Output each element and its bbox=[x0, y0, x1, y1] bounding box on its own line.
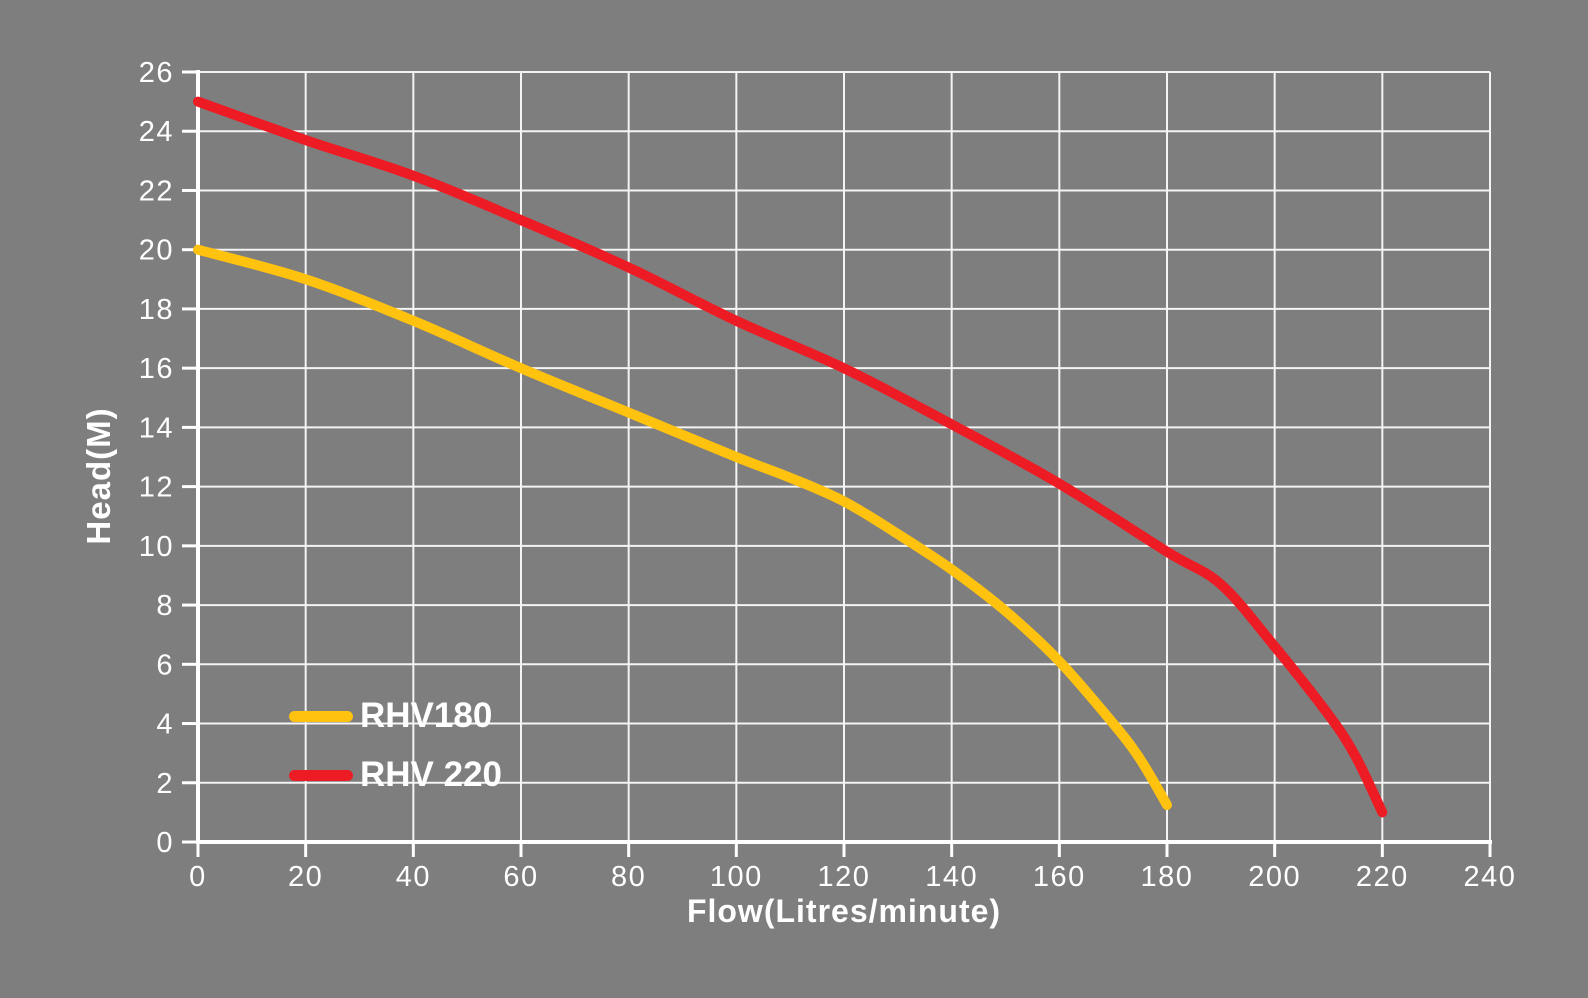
x-tick-label: 40 bbox=[396, 861, 431, 893]
y-tick-label: 22 bbox=[139, 175, 174, 207]
curve-rhv180 bbox=[193, 244, 1172, 810]
x-tick-label: 240 bbox=[1464, 861, 1517, 893]
legend-swatch-rhv180 bbox=[289, 710, 353, 722]
legend-item-rhv180: RHV180 bbox=[289, 696, 502, 735]
x-tick-label: 220 bbox=[1356, 861, 1409, 893]
y-tick-label: 20 bbox=[139, 235, 174, 267]
x-axis-title: Flow(Litres/minute) bbox=[686, 893, 1002, 929]
y-tick-label: 12 bbox=[139, 472, 174, 504]
y-tick-label: 26 bbox=[139, 57, 174, 89]
x-tick-label: 80 bbox=[611, 861, 646, 893]
legend-item-rhv220: RHV 220 bbox=[289, 755, 503, 794]
y-tick-label: 6 bbox=[156, 649, 174, 681]
x-tick-label: 20 bbox=[288, 861, 323, 893]
x-tick-label: 0 bbox=[189, 861, 207, 893]
x-tick-label: 120 bbox=[818, 861, 871, 893]
y-axis-title: Head(M) bbox=[80, 407, 117, 545]
y-tick-label: 2 bbox=[156, 768, 174, 800]
legend: RHV180 RHV 220 bbox=[289, 696, 503, 794]
y-tick-label: 24 bbox=[139, 116, 174, 148]
x-tick-label: 180 bbox=[1141, 861, 1194, 893]
curve-rhv220 bbox=[193, 96, 1388, 818]
y-tick-label: 18 bbox=[139, 294, 174, 326]
x-tick-label: 160 bbox=[1033, 861, 1086, 893]
legend-label-rhv180: RHV180 bbox=[360, 696, 493, 735]
y-tick-label: 4 bbox=[156, 709, 174, 741]
y-tick-label: 10 bbox=[139, 531, 174, 563]
x-tick-label: 100 bbox=[710, 861, 763, 893]
y-tick-label: 0 bbox=[156, 827, 174, 859]
y-tick-label: 16 bbox=[139, 353, 174, 385]
legend-swatch-rhv220 bbox=[289, 769, 353, 781]
x-tick-label: 200 bbox=[1248, 861, 1301, 893]
x-tick-label: 60 bbox=[503, 861, 538, 893]
y-tick-label: 14 bbox=[139, 412, 174, 444]
y-tick-label: 8 bbox=[156, 590, 174, 622]
legend-label-rhv220: RHV 220 bbox=[360, 755, 503, 794]
x-tick-label: 140 bbox=[925, 861, 978, 893]
